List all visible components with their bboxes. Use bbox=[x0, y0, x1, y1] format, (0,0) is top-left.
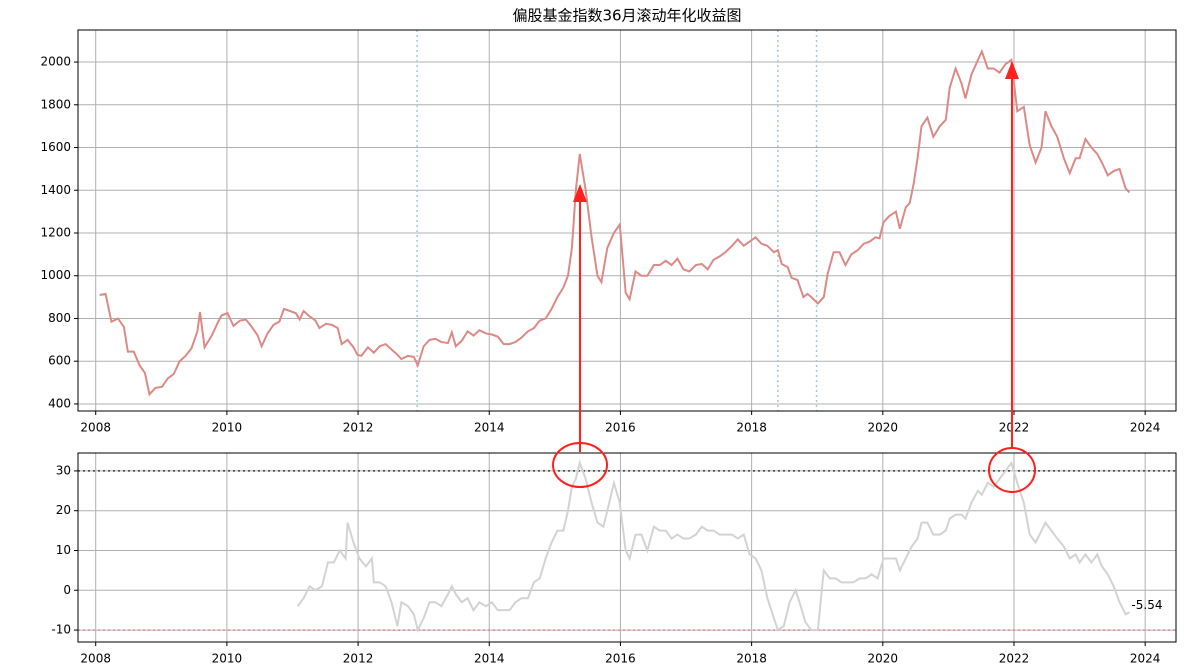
chart-title: 偏股基金指数36月滚动年化收益图 bbox=[512, 7, 741, 25]
x-tick-label: 2014 bbox=[474, 421, 505, 435]
x-tick-label: 2022 bbox=[999, 652, 1030, 666]
x-tick-label: 2012 bbox=[343, 421, 374, 435]
last-value-label: -5.54 bbox=[1131, 598, 1162, 612]
x-tick-label: 2018 bbox=[736, 652, 767, 666]
y-tick-label: 1600 bbox=[40, 140, 71, 154]
axes-frame bbox=[77, 29, 1177, 412]
y-tick-label: 1800 bbox=[40, 97, 71, 111]
x-tick-label: 2012 bbox=[343, 652, 374, 666]
x-tick-label: 2020 bbox=[868, 652, 899, 666]
arrow-head bbox=[1005, 61, 1019, 79]
line-series bbox=[296, 459, 1130, 633]
axes-frame bbox=[77, 452, 1177, 643]
highlight-circle bbox=[988, 447, 1036, 493]
y-tick-label: 600 bbox=[48, 354, 71, 368]
x-tick-label: 2022 bbox=[999, 421, 1030, 435]
arrow-head bbox=[573, 184, 587, 202]
y-tick-label: 10 bbox=[56, 543, 71, 557]
x-tick-label: 2008 bbox=[80, 421, 111, 435]
x-tick-label: 2014 bbox=[474, 652, 505, 666]
y-tick-label: 30 bbox=[56, 463, 71, 477]
x-tick-label: 2024 bbox=[1130, 421, 1161, 435]
y-tick-label: 1200 bbox=[40, 226, 71, 240]
highlight-circle bbox=[552, 442, 608, 488]
plots: 2008 2010 2012 2014 2016 2018 2020 2022 20244006… bbox=[40, 29, 1177, 666]
y-tick-label: 1400 bbox=[40, 183, 71, 197]
x-tick-label: 2018 bbox=[736, 421, 767, 435]
x-tick-label: 2016 bbox=[605, 421, 636, 435]
y-tick-label: 1000 bbox=[40, 268, 71, 282]
x-tick-label: 2010 bbox=[212, 421, 243, 435]
x-tick-label: 2020 bbox=[868, 421, 899, 435]
x-tick-label: 2016 bbox=[605, 652, 636, 666]
y-tick-label: 800 bbox=[48, 311, 71, 325]
y-tick-label: -10 bbox=[51, 623, 71, 637]
y-tick-label: 20 bbox=[56, 503, 71, 517]
annotations bbox=[552, 61, 1036, 493]
x-tick-label: 2024 bbox=[1130, 652, 1161, 666]
x-tick-label: 2008 bbox=[80, 652, 111, 666]
y-tick-label: 2000 bbox=[40, 55, 71, 69]
y-tick-label: 0 bbox=[63, 583, 71, 597]
y-tick-label: 400 bbox=[48, 396, 71, 410]
x-tick-label: 2010 bbox=[212, 652, 243, 666]
line-series bbox=[99, 48, 1131, 397]
